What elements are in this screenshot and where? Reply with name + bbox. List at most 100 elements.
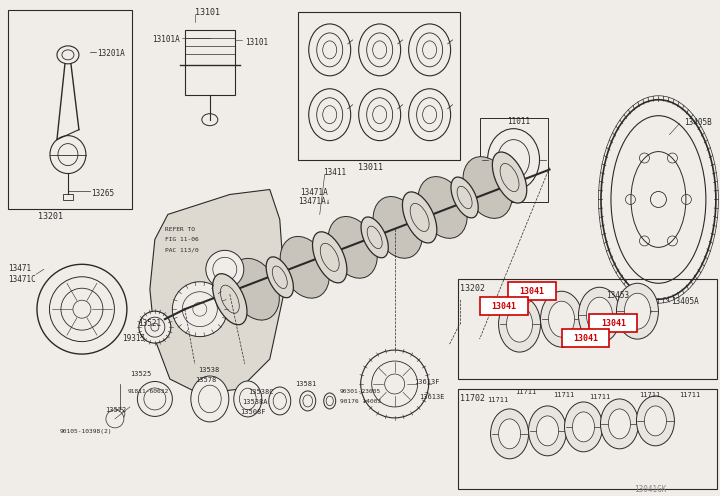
- Bar: [480, 118, 547, 202]
- Text: 13521: 13521: [138, 319, 161, 328]
- Bar: [8, 10, 132, 209]
- Ellipse shape: [50, 135, 86, 174]
- Ellipse shape: [528, 406, 567, 456]
- Ellipse shape: [145, 317, 165, 337]
- Ellipse shape: [312, 232, 347, 283]
- Text: 13041: 13041: [601, 318, 626, 328]
- Text: PAC 113/0: PAC 113/0: [165, 248, 199, 252]
- Ellipse shape: [138, 381, 172, 417]
- Text: 13538C: 13538C: [248, 389, 274, 395]
- Ellipse shape: [361, 350, 428, 418]
- Ellipse shape: [191, 376, 229, 422]
- Text: 19315: 19315: [122, 334, 145, 343]
- Bar: [458, 389, 717, 489]
- Polygon shape: [150, 189, 284, 394]
- Ellipse shape: [578, 287, 621, 343]
- Ellipse shape: [564, 402, 603, 452]
- Ellipse shape: [644, 406, 667, 436]
- Ellipse shape: [324, 393, 336, 409]
- Bar: [590, 314, 637, 332]
- Text: 11711: 11711: [639, 392, 661, 398]
- Text: 13405: 13405: [629, 307, 652, 316]
- Text: 13101: 13101: [195, 8, 220, 17]
- Text: 13613E: 13613E: [420, 394, 445, 400]
- Ellipse shape: [418, 177, 467, 238]
- Text: 13101: 13101: [245, 38, 268, 47]
- Ellipse shape: [309, 89, 351, 141]
- Text: 13041: 13041: [573, 334, 598, 343]
- Text: 13572: 13572: [105, 407, 126, 413]
- Ellipse shape: [373, 106, 387, 124]
- Text: 13508F: 13508F: [240, 409, 265, 415]
- Ellipse shape: [106, 410, 124, 428]
- Text: 13041GK: 13041GK: [634, 485, 667, 494]
- Text: 11011: 11011: [507, 117, 530, 125]
- Ellipse shape: [172, 282, 228, 337]
- Bar: [298, 12, 459, 160]
- Ellipse shape: [498, 140, 529, 180]
- Ellipse shape: [492, 152, 527, 203]
- Ellipse shape: [498, 296, 541, 352]
- Text: 90105-10398(2): 90105-10398(2): [60, 429, 112, 434]
- Ellipse shape: [212, 274, 247, 325]
- Ellipse shape: [624, 293, 650, 329]
- Ellipse shape: [182, 292, 217, 327]
- Ellipse shape: [309, 24, 351, 76]
- Ellipse shape: [601, 100, 716, 299]
- Ellipse shape: [62, 50, 74, 60]
- Ellipse shape: [384, 374, 405, 394]
- Text: 13041: 13041: [519, 287, 544, 296]
- Text: 11702: 11702: [459, 394, 485, 403]
- Ellipse shape: [507, 306, 533, 342]
- Ellipse shape: [451, 177, 478, 218]
- Ellipse shape: [366, 98, 392, 131]
- Text: 90301-23605: 90301-23605: [340, 389, 381, 394]
- Text: 13411: 13411: [323, 168, 346, 177]
- Ellipse shape: [417, 33, 443, 67]
- Ellipse shape: [541, 291, 582, 347]
- Text: 13202: 13202: [459, 284, 485, 293]
- Ellipse shape: [402, 192, 437, 243]
- Ellipse shape: [608, 409, 631, 439]
- Ellipse shape: [73, 300, 91, 318]
- Ellipse shape: [549, 301, 575, 337]
- Text: 13471A: 13471A: [300, 187, 328, 196]
- Text: 13538: 13538: [198, 367, 219, 373]
- Ellipse shape: [326, 396, 333, 406]
- Ellipse shape: [213, 257, 237, 281]
- Bar: [63, 194, 73, 200]
- Ellipse shape: [273, 392, 287, 409]
- Ellipse shape: [303, 395, 312, 407]
- Ellipse shape: [139, 311, 171, 343]
- Text: 13538A: 13538A: [242, 399, 267, 405]
- Ellipse shape: [199, 385, 221, 413]
- Ellipse shape: [239, 388, 256, 410]
- Text: 13101A: 13101A: [152, 35, 179, 44]
- Text: 13471: 13471: [8, 264, 31, 273]
- Ellipse shape: [631, 152, 686, 248]
- Text: 11711: 11711: [590, 394, 611, 400]
- Bar: [480, 297, 528, 315]
- Text: 13201: 13201: [38, 212, 63, 221]
- Ellipse shape: [361, 217, 388, 258]
- Text: 13525: 13525: [130, 371, 151, 377]
- Text: 13581: 13581: [294, 381, 316, 387]
- Text: 11711: 11711: [516, 389, 537, 395]
- Ellipse shape: [372, 361, 418, 407]
- Ellipse shape: [300, 391, 316, 411]
- Ellipse shape: [423, 41, 436, 59]
- Ellipse shape: [323, 41, 337, 59]
- Ellipse shape: [230, 258, 279, 320]
- Bar: [458, 279, 717, 379]
- Text: 11711: 11711: [554, 392, 575, 398]
- Ellipse shape: [328, 216, 377, 278]
- Text: 13471A↓: 13471A↓: [298, 197, 330, 206]
- Ellipse shape: [323, 106, 337, 124]
- Ellipse shape: [490, 409, 528, 459]
- Ellipse shape: [373, 196, 422, 258]
- Ellipse shape: [151, 323, 159, 331]
- Text: 11711: 11711: [680, 392, 701, 398]
- Ellipse shape: [423, 106, 436, 124]
- Ellipse shape: [587, 297, 613, 333]
- Text: 13613F: 13613F: [415, 379, 440, 385]
